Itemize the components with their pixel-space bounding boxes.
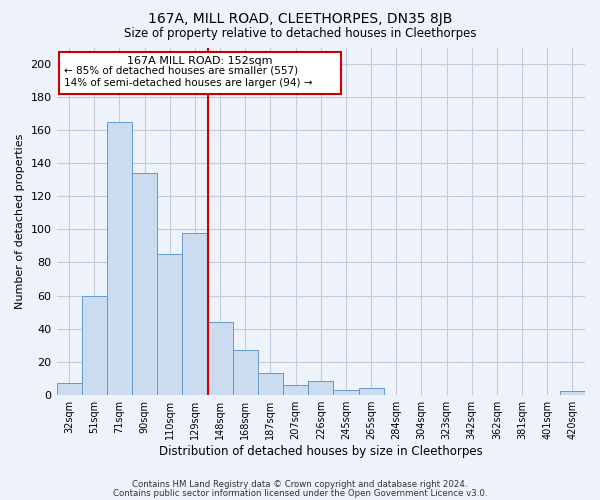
Bar bbox=[208, 322, 233, 394]
Bar bbox=[107, 122, 132, 394]
Text: ← 85% of detached houses are smaller (557): ← 85% of detached houses are smaller (55… bbox=[64, 66, 298, 76]
Bar bbox=[359, 388, 383, 394]
Text: Contains public sector information licensed under the Open Government Licence v3: Contains public sector information licen… bbox=[113, 488, 487, 498]
Bar bbox=[132, 173, 157, 394]
Bar bbox=[56, 383, 82, 394]
Text: 167A MILL ROAD: 152sqm: 167A MILL ROAD: 152sqm bbox=[127, 56, 273, 66]
Text: Size of property relative to detached houses in Cleethorpes: Size of property relative to detached ho… bbox=[124, 28, 476, 40]
FancyBboxPatch shape bbox=[59, 52, 341, 94]
Bar bbox=[157, 254, 182, 394]
Bar bbox=[233, 350, 258, 395]
Bar bbox=[258, 373, 283, 394]
Bar bbox=[182, 232, 208, 394]
Text: 14% of semi-detached houses are larger (94) →: 14% of semi-detached houses are larger (… bbox=[64, 78, 313, 88]
Text: Contains HM Land Registry data © Crown copyright and database right 2024.: Contains HM Land Registry data © Crown c… bbox=[132, 480, 468, 489]
Bar bbox=[560, 392, 585, 394]
Text: 167A, MILL ROAD, CLEETHORPES, DN35 8JB: 167A, MILL ROAD, CLEETHORPES, DN35 8JB bbox=[148, 12, 452, 26]
Bar bbox=[308, 382, 334, 394]
Bar bbox=[334, 390, 359, 394]
Bar bbox=[283, 385, 308, 394]
X-axis label: Distribution of detached houses by size in Cleethorpes: Distribution of detached houses by size … bbox=[159, 444, 482, 458]
Bar bbox=[82, 296, 107, 394]
Y-axis label: Number of detached properties: Number of detached properties bbox=[15, 134, 25, 309]
